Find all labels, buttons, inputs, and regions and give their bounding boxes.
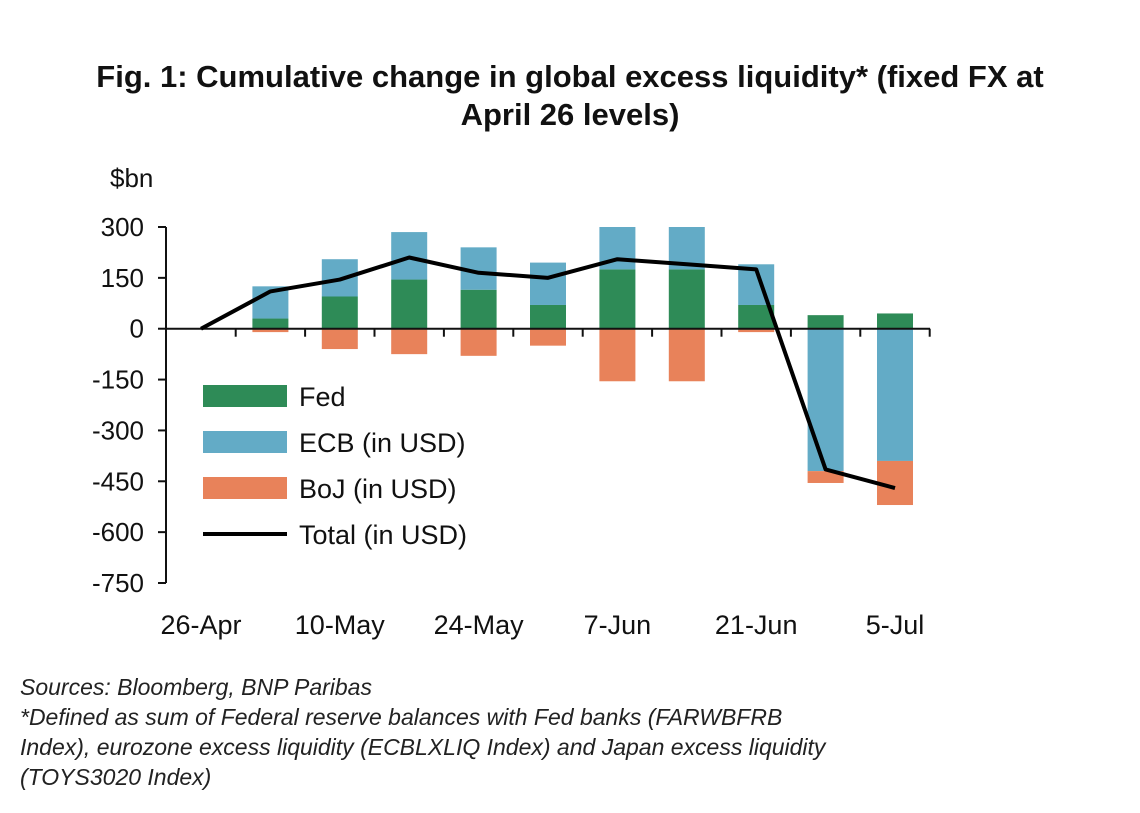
legend-swatch [203, 431, 287, 453]
source-notes: Sources: Bloomberg, BNP Paribas *Defined… [20, 672, 1130, 792]
chart-title-line-1: Fig. 1: Cumulative change in global exce… [96, 59, 1044, 94]
bar-fed-31-may [530, 304, 566, 329]
bar-fed-14-jun [668, 269, 705, 329]
x-tick-label: 26-Apr [160, 610, 241, 640]
bar-fed-3-may [252, 318, 289, 329]
y-tick-label: 0 [130, 314, 144, 344]
bar-fed-7-jun [599, 269, 636, 329]
bar-boj-24-may [460, 328, 497, 356]
y-tick-label: -600 [92, 517, 144, 547]
bars-group [252, 227, 913, 506]
series-line-total [200, 255, 896, 490]
bar-boj-31-may [530, 328, 566, 346]
y-axis-unit-label: $bn [110, 163, 153, 193]
bar-fed-24-may [460, 289, 497, 329]
legend-swatch [203, 385, 287, 407]
y-tick-label: -450 [92, 466, 144, 496]
x-tick-label: 21-Jun [715, 610, 798, 640]
bar-boj-21-jun [738, 328, 775, 333]
bar-ecb-31-may [530, 262, 566, 305]
bar-fed-21-jun [738, 304, 775, 329]
legend-label: Total (in USD) [299, 520, 467, 550]
chart-title-line-2: April 26 levels) [460, 97, 680, 132]
note-line-2: *Defined as sum of Federal reserve balan… [20, 704, 783, 730]
y-tick-label: 150 [101, 263, 144, 293]
bar-ecb-5-jul [877, 328, 913, 461]
bar-boj-10-may [321, 328, 358, 350]
x-tick-label: 24-May [434, 610, 525, 640]
x-tick-label: 7-Jun [584, 610, 652, 640]
y-tick-label: -150 [92, 365, 144, 395]
x-tick-label: 10-May [295, 610, 386, 640]
y-tick-label: -300 [92, 415, 144, 445]
note-line-3: Index), eurozone excess liquidity (ECBLX… [20, 734, 826, 760]
bar-boj-3-may [252, 328, 289, 333]
legend: Fed ECB (in USD) BoJ (in USD) Total (in USD… [203, 382, 467, 550]
y-tick-label: -750 [92, 568, 144, 598]
bar-ecb-28-jun [807, 328, 844, 472]
chart-title: Fig. 1: Cumulative change in global exce… [0, 58, 1140, 134]
legend-swatch [203, 477, 287, 499]
y-tick-label: 300 [101, 212, 144, 242]
note-line-4: (TOYS3020 Index) [20, 764, 212, 790]
bar-boj-17-may [391, 328, 428, 355]
legend-label: BoJ (in USD) [299, 474, 457, 504]
bar-boj-14-jun [668, 328, 705, 382]
total-line-group [200, 255, 896, 490]
bar-fed-10-may [321, 296, 358, 329]
legend-label: ECB (in USD) [299, 428, 466, 458]
bar-fed-17-may [391, 279, 428, 329]
bar-boj-7-jun [599, 328, 636, 382]
note-line-1: Sources: Bloomberg, BNP Paribas [20, 674, 372, 700]
bar-fed-5-jul [877, 313, 913, 329]
bar-boj-28-jun [807, 471, 844, 483]
bar-fed-28-jun [807, 315, 844, 329]
chart-plot: $bn 300 150 0 -150 -300 -450 -600 -750 26-Apr 10-… [92, 163, 931, 640]
legend-label: Fed [299, 382, 346, 412]
x-tick-label: 5-Jul [866, 610, 925, 640]
axes-group: 300 150 0 -150 -300 -450 -600 -750 26-Apr 10-May 2… [92, 212, 931, 640]
